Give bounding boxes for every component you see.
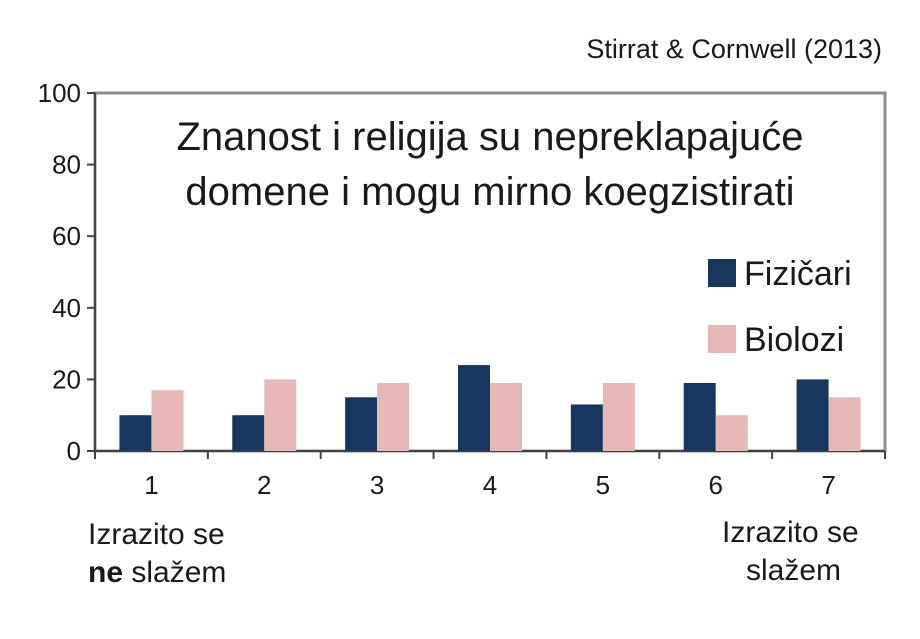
x-tick-label: 1 (144, 470, 158, 500)
left-scale-note: Izrazito se ne slažem (88, 516, 226, 592)
left-note-bold: ne (88, 556, 124, 589)
x-tick-label: 7 (821, 470, 835, 500)
chart-title-line-2: domene i mogu mirno koegzistirati (185, 170, 794, 214)
right-note-line-2: slažem (746, 554, 842, 587)
y-tick-label: 80 (52, 150, 81, 180)
x-tick-label: 2 (257, 470, 271, 500)
chart-title-line-1: Znanost i religija su nepreklapajuće (176, 115, 803, 159)
bar-biolozi-4 (490, 382, 522, 451)
bar-fizicari-5 (570, 404, 603, 451)
bar-fizicari-1 (119, 415, 152, 451)
bar-biolozi-5 (602, 382, 635, 451)
x-tick-label: 4 (483, 470, 497, 500)
bar-biolozi-2 (264, 379, 297, 451)
x-tick-label: 5 (596, 470, 610, 500)
right-note-line-1: Izrazito se (722, 516, 859, 549)
left-note-line-1: Izrazito se (88, 518, 225, 551)
bar-fizicari-6 (683, 382, 716, 451)
x-tick-label: 6 (708, 470, 722, 500)
bar-fizicari-7 (796, 379, 829, 451)
left-note-line-2: ne slažem (88, 554, 226, 592)
legend-label: Fizičari (744, 255, 852, 293)
x-tick-label: 3 (370, 470, 384, 500)
bar-biolozi-1 (151, 390, 184, 451)
right-scale-note: Izrazito se slažem (722, 514, 859, 590)
legend-swatch (708, 325, 736, 353)
left-note-rest: slažem (123, 556, 227, 589)
bar-biolozi-6 (715, 415, 748, 451)
bar-fizicari-2 (232, 415, 265, 451)
source-citation: Stirrat & Cornwell (2013) (586, 34, 882, 64)
bar-biolozi-7 (828, 397, 861, 451)
y-tick-label: 100 (38, 78, 81, 108)
y-tick-label: 60 (52, 221, 81, 251)
bar-fizicari-4 (458, 365, 490, 451)
bar-fizicari-3 (345, 397, 378, 451)
legend-label: Biolozi (744, 321, 844, 359)
y-tick-label: 20 (52, 364, 81, 394)
bar-biolozi-3 (377, 382, 410, 451)
y-tick-label: 40 (52, 293, 81, 323)
legend-swatch (708, 259, 736, 287)
y-tick-label: 0 (67, 436, 81, 466)
